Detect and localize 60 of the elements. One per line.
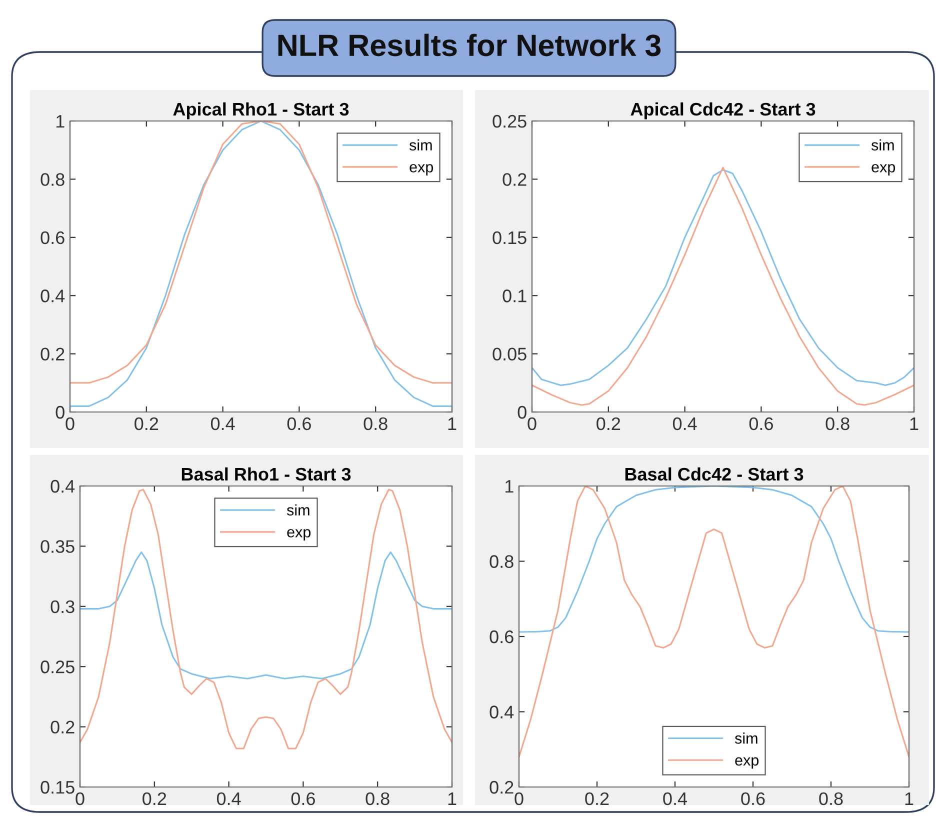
x-tick-label: 0 [76, 792, 84, 806]
y-tick-label: 0.4 [490, 706, 514, 718]
y-tick-label: 0.4 [50, 480, 75, 493]
x-tick-label: 0 [528, 417, 536, 430]
line-series [80, 488, 452, 750]
y-tick-label: 0.2 [50, 720, 74, 734]
legend-label: exp [410, 164, 434, 176]
y-tick-label: 0.2 [490, 780, 514, 794]
y-tick-label: 0.8 [490, 555, 514, 568]
legend-label: sim [734, 732, 758, 744]
x-tick-label: 1 [448, 792, 456, 805]
y-tick-label: 0.2 [502, 173, 526, 186]
chart-title: Basal Cdc42 - Start 3 [625, 467, 804, 481]
legend-label: sim [871, 139, 894, 151]
x-tick-label: 0.8 [364, 417, 388, 430]
x-tick-label: 0.2 [585, 792, 609, 806]
y-tick-label: 0.25 [40, 660, 74, 674]
chart-title: Basal Rho1 - Start 3 [182, 467, 351, 481]
y-tick-label: 0.6 [490, 630, 514, 644]
x-tick-label: 0.6 [287, 417, 311, 430]
x-tick-label: 1 [905, 792, 914, 805]
legend-label: sim [286, 504, 310, 516]
legend-label: exp [872, 164, 896, 176]
y-tick-label: 0.35 [40, 540, 74, 553]
x-tick-label: 0.4 [672, 417, 697, 430]
legend-label: exp [287, 529, 311, 540]
y-tick-label: 0.25 [492, 114, 526, 128]
y-tick-label: 0.8 [40, 173, 64, 186]
x-tick-label: 0.2 [134, 417, 158, 430]
y-tick-label: 0.1 [502, 290, 526, 302]
chart-title: Apical Cdc42 - Start 3 [630, 102, 816, 120]
y-tick-label: 0.15 [40, 780, 74, 794]
x-tick-label: 0.2 [596, 417, 620, 430]
y-tick-label: 0.4 [40, 290, 65, 302]
legend-label: sim [409, 139, 432, 151]
y-tick-label: 0 [56, 406, 64, 419]
chart-title: Apical Rho1 - Start 3 [173, 102, 349, 120]
line-series [80, 551, 452, 680]
x-tick-label: 0.4 [216, 792, 241, 806]
legend-label: exp [735, 757, 759, 769]
x-tick-label: 1 [910, 418, 918, 430]
y-tick-label: 0.2 [40, 348, 64, 361]
x-tick-label: 1 [448, 418, 456, 430]
x-tick-label: 0.8 [826, 417, 850, 430]
text: NLR Results for Network 3 [278, 34, 661, 56]
y-tick-label: 1 [505, 480, 514, 493]
x-tick-label: 0.8 [819, 792, 843, 806]
x-tick-label: 0.4 [210, 417, 235, 430]
y-tick-label: 1 [56, 115, 64, 128]
x-tick-label: 0.8 [366, 792, 390, 806]
y-tick-label: 0 [518, 406, 526, 419]
x-tick-label: 0.4 [663, 792, 688, 806]
x-tick-label: 0.6 [749, 417, 773, 430]
y-tick-label: 0.15 [492, 231, 526, 244]
y-tick-label: 0.05 [492, 348, 526, 361]
x-tick-label: 0.6 [291, 792, 315, 806]
y-tick-label: 0.6 [40, 231, 64, 244]
x-tick-label: 0.2 [142, 792, 166, 806]
x-tick-label: 0.6 [741, 792, 765, 806]
y-tick-label: 0.3 [50, 600, 74, 614]
